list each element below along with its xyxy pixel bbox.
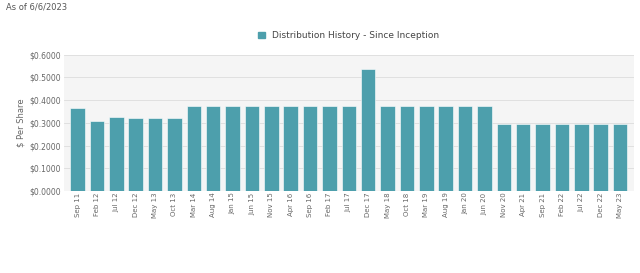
Bar [148, 118, 163, 191]
Bar [264, 106, 278, 191]
Bar [109, 117, 124, 191]
Legend: Distribution History - Since Inception: Distribution History - Since Inception [256, 29, 442, 42]
Bar [206, 106, 220, 191]
Bar [186, 106, 201, 191]
Bar [380, 106, 395, 191]
Bar [244, 106, 259, 191]
Bar [225, 106, 240, 191]
Bar [303, 106, 317, 191]
Bar [593, 124, 608, 191]
Bar [399, 106, 414, 191]
Bar [516, 124, 531, 191]
Bar [342, 106, 356, 191]
Bar [322, 106, 337, 191]
Bar [458, 106, 472, 191]
Bar [361, 69, 376, 191]
Bar [535, 124, 550, 191]
Bar [129, 118, 143, 191]
Text: As of 6/6/2023: As of 6/6/2023 [6, 3, 68, 12]
Bar [555, 124, 569, 191]
Bar [497, 124, 511, 191]
Bar [284, 106, 298, 191]
Bar [419, 106, 433, 191]
Y-axis label: $ Per Share: $ Per Share [17, 99, 26, 147]
Bar [438, 106, 453, 191]
Bar [574, 124, 589, 191]
Bar [70, 108, 85, 191]
Bar [477, 106, 492, 191]
Bar [167, 118, 182, 191]
Bar [612, 124, 627, 191]
Bar [90, 121, 104, 191]
